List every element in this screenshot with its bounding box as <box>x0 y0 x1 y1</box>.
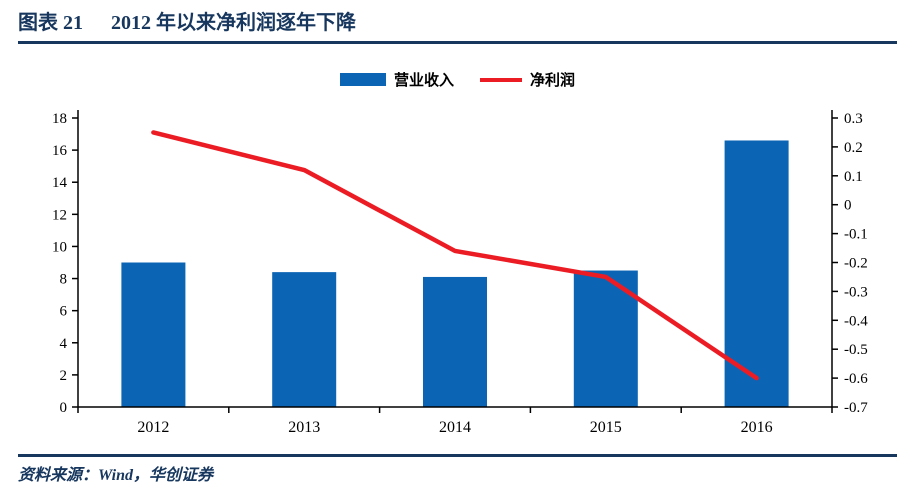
bar-2016 <box>724 140 789 407</box>
left-tick-label: 18 <box>52 111 67 127</box>
right-tick-label: -0.3 <box>844 284 868 300</box>
left-tick-label: 0 <box>60 400 68 416</box>
right-tick-label: 0.3 <box>844 111 863 127</box>
right-tick-label: -0.4 <box>844 313 868 329</box>
right-tick-label: 0.2 <box>844 140 863 156</box>
legend-item-netprofit: 净利润 <box>480 69 575 90</box>
category-label-2015: 2015 <box>590 419 622 436</box>
title-divider-line <box>18 41 897 44</box>
combo-chart: 0 2 4 6 8 10 12 14 16 18 0.3 0.2 0.1 0 -0.1 -0.2 -0.3 -0.… <box>0 95 915 450</box>
right-tick-label: -0.2 <box>844 256 868 272</box>
category-label-2014: 2014 <box>439 419 471 436</box>
category-label-2012: 2012 <box>137 419 169 436</box>
legend-label-netprofit: 净利润 <box>530 73 576 89</box>
data-source-note: 资料来源：Wind，华创证券 <box>18 467 213 484</box>
bar-2014 <box>423 276 487 407</box>
right-tick-label: -0.6 <box>844 371 868 387</box>
right-tick-label: -0.7 <box>844 400 868 416</box>
left-tick-label: 2 <box>60 368 68 384</box>
left-tick-label: 4 <box>60 336 68 352</box>
category-label-2016: 2016 <box>741 419 773 436</box>
figure-number-label: 图表 21 <box>18 12 83 34</box>
netprofit-line-swatch-icon <box>480 77 522 82</box>
chart-canvas: 0 2 4 6 8 10 12 14 16 18 0.3 0.2 0.1 0 -0.1 -0.2 -0.3 -0.… <box>52 110 868 436</box>
figure-title-text: 2012 年以来净利润逐年下降 <box>111 12 356 34</box>
left-tick-label: 6 <box>60 304 68 320</box>
legend-item-revenue: 营业收入 <box>339 69 454 90</box>
left-tick-label: 10 <box>52 239 67 255</box>
left-tick-label: 8 <box>60 272 68 288</box>
left-tick-label: 14 <box>52 175 68 191</box>
bar-2013 <box>272 272 337 407</box>
chart-legend: 营业收入 净利润 <box>0 69 915 90</box>
left-tick-label: 12 <box>52 207 67 223</box>
right-tick-label: 0.1 <box>844 169 863 185</box>
bar-2012 <box>121 262 186 407</box>
right-tick-label: -0.5 <box>844 342 868 358</box>
netprofit-line <box>151 130 759 381</box>
legend-label-revenue: 营业收入 <box>393 73 454 89</box>
left-tick-label: 16 <box>52 143 68 159</box>
right-tick-label: -0.1 <box>844 227 868 243</box>
figure-title-row: 图表 21 2012 年以来净利润逐年下降 <box>18 6 897 35</box>
category-label-2013: 2013 <box>288 419 320 436</box>
footer-divider-line <box>18 454 897 457</box>
revenue-bar-swatch-icon <box>339 73 386 86</box>
right-tick-label: 0 <box>844 198 852 214</box>
